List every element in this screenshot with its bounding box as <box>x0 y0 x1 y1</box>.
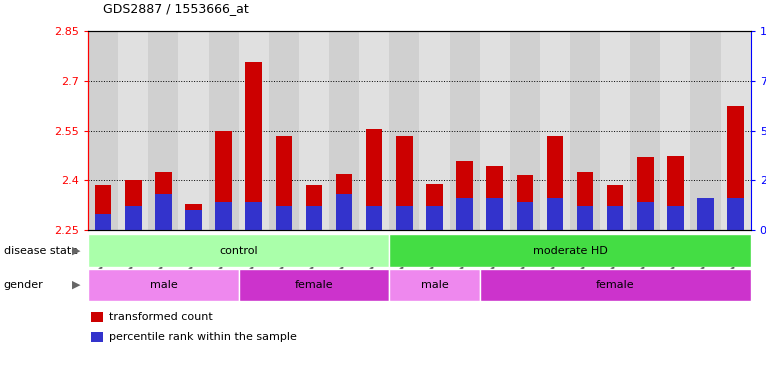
Bar <box>336 174 352 230</box>
Bar <box>336 194 352 230</box>
Bar <box>185 210 201 230</box>
Text: control: control <box>219 245 258 256</box>
Bar <box>389 31 420 230</box>
Bar <box>366 207 382 230</box>
Bar <box>276 207 292 230</box>
Bar <box>185 204 201 230</box>
Bar <box>660 31 690 230</box>
Bar <box>486 166 503 230</box>
Bar <box>667 207 684 230</box>
Bar <box>245 202 262 230</box>
Bar <box>95 214 111 230</box>
Bar <box>306 207 322 230</box>
Text: male: male <box>421 280 448 290</box>
Text: GDS2887 / 1553666_at: GDS2887 / 1553666_at <box>103 2 249 15</box>
Bar <box>607 207 624 230</box>
Bar <box>178 31 208 230</box>
Bar <box>420 31 450 230</box>
Bar <box>426 207 443 230</box>
Bar <box>540 31 570 230</box>
Bar <box>607 185 624 230</box>
Bar <box>125 180 142 230</box>
Bar <box>396 207 413 230</box>
Bar <box>721 31 751 230</box>
Bar <box>239 31 269 230</box>
Text: gender: gender <box>4 280 44 290</box>
Bar <box>697 199 714 230</box>
Bar <box>366 129 382 230</box>
Bar <box>245 62 262 230</box>
Bar <box>516 202 533 230</box>
Bar <box>637 157 653 230</box>
Bar <box>239 269 389 301</box>
Bar <box>389 234 751 267</box>
Bar <box>88 269 239 301</box>
Text: percentile rank within the sample: percentile rank within the sample <box>110 332 297 342</box>
Bar <box>547 136 563 230</box>
Bar <box>697 202 714 230</box>
Bar <box>215 202 232 230</box>
Bar <box>570 31 600 230</box>
Text: female: female <box>596 280 634 290</box>
Bar <box>457 161 473 230</box>
Text: disease state: disease state <box>4 245 78 256</box>
Bar <box>728 199 744 230</box>
Bar <box>155 194 172 230</box>
Bar <box>480 269 751 301</box>
Text: ▶: ▶ <box>72 280 80 290</box>
Bar <box>396 136 413 230</box>
Bar <box>389 269 480 301</box>
Bar <box>269 31 299 230</box>
Bar <box>91 332 103 342</box>
Bar <box>630 31 660 230</box>
Bar <box>450 31 480 230</box>
Bar <box>329 31 359 230</box>
Bar <box>276 136 292 230</box>
Bar <box>208 31 239 230</box>
Bar <box>509 31 540 230</box>
Text: moderate HD: moderate HD <box>532 245 607 256</box>
Text: male: male <box>149 280 177 290</box>
Bar <box>637 202 653 230</box>
Bar <box>306 185 322 230</box>
Bar <box>155 172 172 230</box>
Bar <box>359 31 389 230</box>
Bar <box>299 31 329 230</box>
Bar <box>457 199 473 230</box>
Bar <box>516 175 533 230</box>
Text: ▶: ▶ <box>72 245 80 256</box>
Bar <box>480 31 509 230</box>
Bar <box>118 31 149 230</box>
Bar <box>577 207 594 230</box>
Bar <box>91 312 103 322</box>
Bar <box>547 199 563 230</box>
Bar <box>728 106 744 230</box>
Bar <box>215 131 232 230</box>
Bar <box>95 185 111 230</box>
Bar <box>577 172 594 230</box>
Bar <box>486 199 503 230</box>
Bar <box>149 31 178 230</box>
Bar <box>426 184 443 230</box>
Bar <box>125 207 142 230</box>
Text: female: female <box>295 280 333 290</box>
Text: transformed count: transformed count <box>110 312 213 322</box>
Bar <box>667 156 684 230</box>
Bar <box>600 31 630 230</box>
Bar <box>690 31 721 230</box>
Bar <box>88 31 118 230</box>
Bar <box>88 234 389 267</box>
